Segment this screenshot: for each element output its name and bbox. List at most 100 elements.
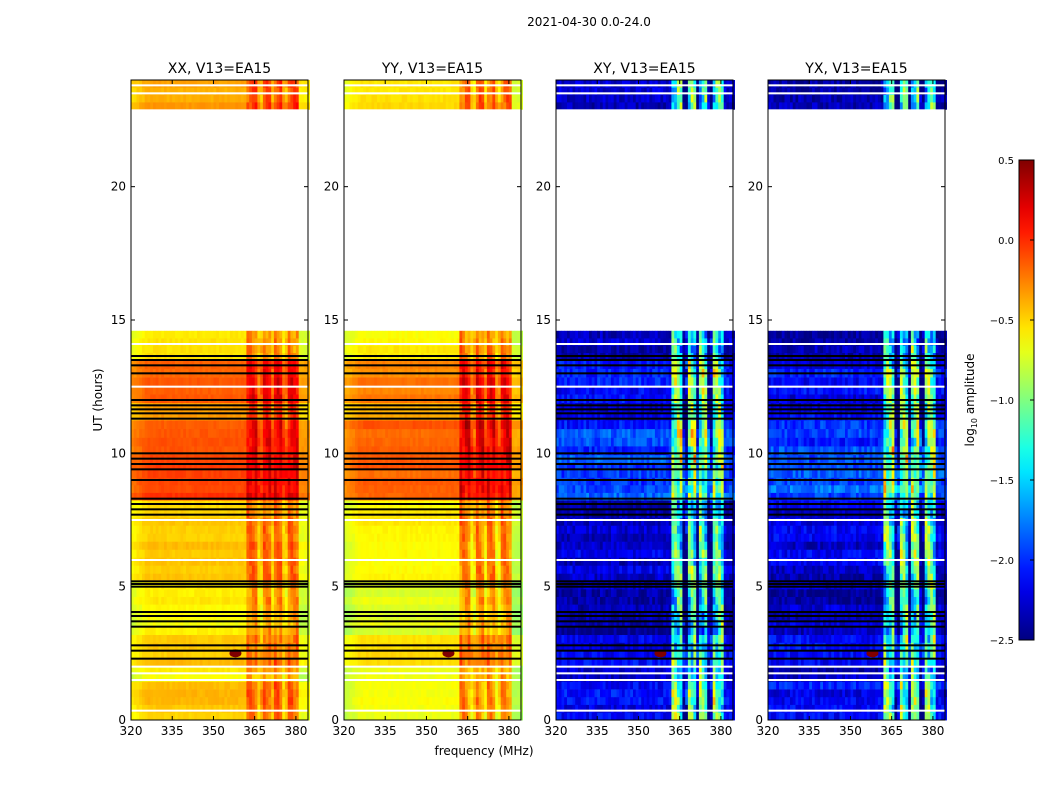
heatmap-cell (492, 712, 495, 720)
heatmap-cell (501, 581, 504, 589)
flag-line-black (131, 399, 308, 401)
heatmap-cell (366, 597, 369, 605)
heatmap-cell (487, 689, 490, 697)
heatmap-cell (366, 627, 369, 635)
heatmap-cell (457, 565, 460, 573)
heatmap-cell (142, 485, 145, 493)
heatmap-cell (219, 377, 222, 386)
heatmap-cell (509, 549, 512, 557)
heatmap-cell (271, 589, 274, 597)
heatmap-cell (159, 681, 162, 689)
heatmap-cell (416, 549, 419, 557)
heatmap-cell (197, 331, 200, 339)
heatmap-cell (495, 681, 498, 689)
heatmap-cell (153, 95, 156, 103)
heatmap-cell (396, 635, 399, 643)
heatmap-cell (192, 565, 195, 573)
heatmap-cell (208, 712, 211, 720)
heatmap-cell (203, 345, 206, 353)
heatmap-cell (238, 589, 241, 597)
heatmap-cell (161, 642, 164, 650)
heatmap-cell (235, 525, 238, 533)
flag-line-black (131, 644, 308, 646)
heatmap-cell (233, 697, 236, 705)
heatmap-cell (448, 627, 451, 635)
heatmap-cell (139, 565, 142, 573)
heatmap-cell (402, 589, 405, 597)
heatmap-cell (462, 697, 465, 705)
heatmap-cell (178, 429, 181, 438)
heatmap-cell (468, 589, 471, 597)
heatmap-cell (197, 581, 200, 589)
heatmap-cell (255, 470, 258, 478)
heatmap-cell (170, 525, 173, 533)
heatmap-cell (350, 642, 353, 650)
heatmap-cell (268, 331, 271, 339)
heatmap-cell (352, 589, 355, 597)
heatmap-cell (427, 541, 430, 549)
heatmap-cell (252, 581, 255, 589)
heatmap-cell (296, 581, 299, 589)
heatmap-cell (156, 420, 159, 429)
heatmap-cell (241, 437, 244, 446)
heatmap-cell (418, 697, 421, 705)
heatmap-cell (407, 581, 410, 589)
heatmap-cell (495, 697, 498, 705)
heatmap-cell (183, 377, 186, 386)
heatmap-cell (296, 437, 299, 446)
heatmap-cell (424, 681, 427, 689)
flag-line-black (131, 620, 308, 622)
heatmap-cell (416, 697, 419, 705)
heatmap-cell (142, 102, 145, 110)
heatmap-cell (214, 437, 217, 446)
heatmap-cell (137, 485, 140, 493)
heatmap-cell (377, 627, 380, 635)
heatmap-cell (512, 642, 515, 650)
heatmap-cell (394, 635, 397, 643)
heatmap-cell (279, 627, 282, 635)
heatmap-cell (170, 345, 173, 353)
heatmap-cell (290, 557, 293, 565)
heatmap-cell (200, 331, 203, 339)
heatmap-cell (224, 517, 227, 525)
heatmap-cell (153, 517, 156, 525)
heatmap-cell (178, 470, 181, 478)
heatmap-cell (274, 712, 277, 720)
heatmap-cell (244, 517, 247, 525)
heatmap-cell (178, 525, 181, 533)
heatmap-cell (186, 477, 189, 485)
heatmap-cell (271, 470, 274, 478)
heatmap-cell (139, 517, 142, 525)
heatmap-cell (372, 581, 375, 589)
heatmap-cell (385, 681, 388, 689)
heatmap-cell (238, 377, 241, 386)
heatmap-cell (462, 581, 465, 589)
heatmap-cell (285, 331, 288, 339)
heatmap-cell (200, 589, 203, 597)
heatmap-cell (296, 517, 299, 525)
heatmap-cell (282, 642, 285, 650)
heatmap-cell (260, 345, 263, 353)
heatmap-cell (203, 485, 206, 493)
heatmap-cell (189, 80, 192, 88)
heatmap-cell (205, 549, 208, 557)
heatmap-cell (299, 689, 302, 697)
heatmap-cell (268, 697, 271, 705)
heatmap-cell (432, 712, 435, 720)
heatmap-cell (170, 403, 173, 412)
heatmap-cell (255, 95, 258, 103)
heatmap-cell (241, 345, 244, 353)
heatmap-cell (167, 485, 170, 493)
heatmap-cell (473, 712, 476, 720)
heatmap-cell (279, 470, 282, 478)
heatmap-cell (183, 627, 186, 635)
heatmap-cell (197, 689, 200, 697)
heatmap-cell (197, 642, 200, 650)
heatmap-cell (192, 429, 195, 438)
heatmap-cell (277, 581, 280, 589)
heatmap-cell (219, 80, 222, 88)
heatmap-cell (416, 635, 419, 643)
heatmap-cell (252, 470, 255, 478)
heatmap-cell (211, 681, 214, 689)
heatmap-cell (159, 557, 162, 565)
